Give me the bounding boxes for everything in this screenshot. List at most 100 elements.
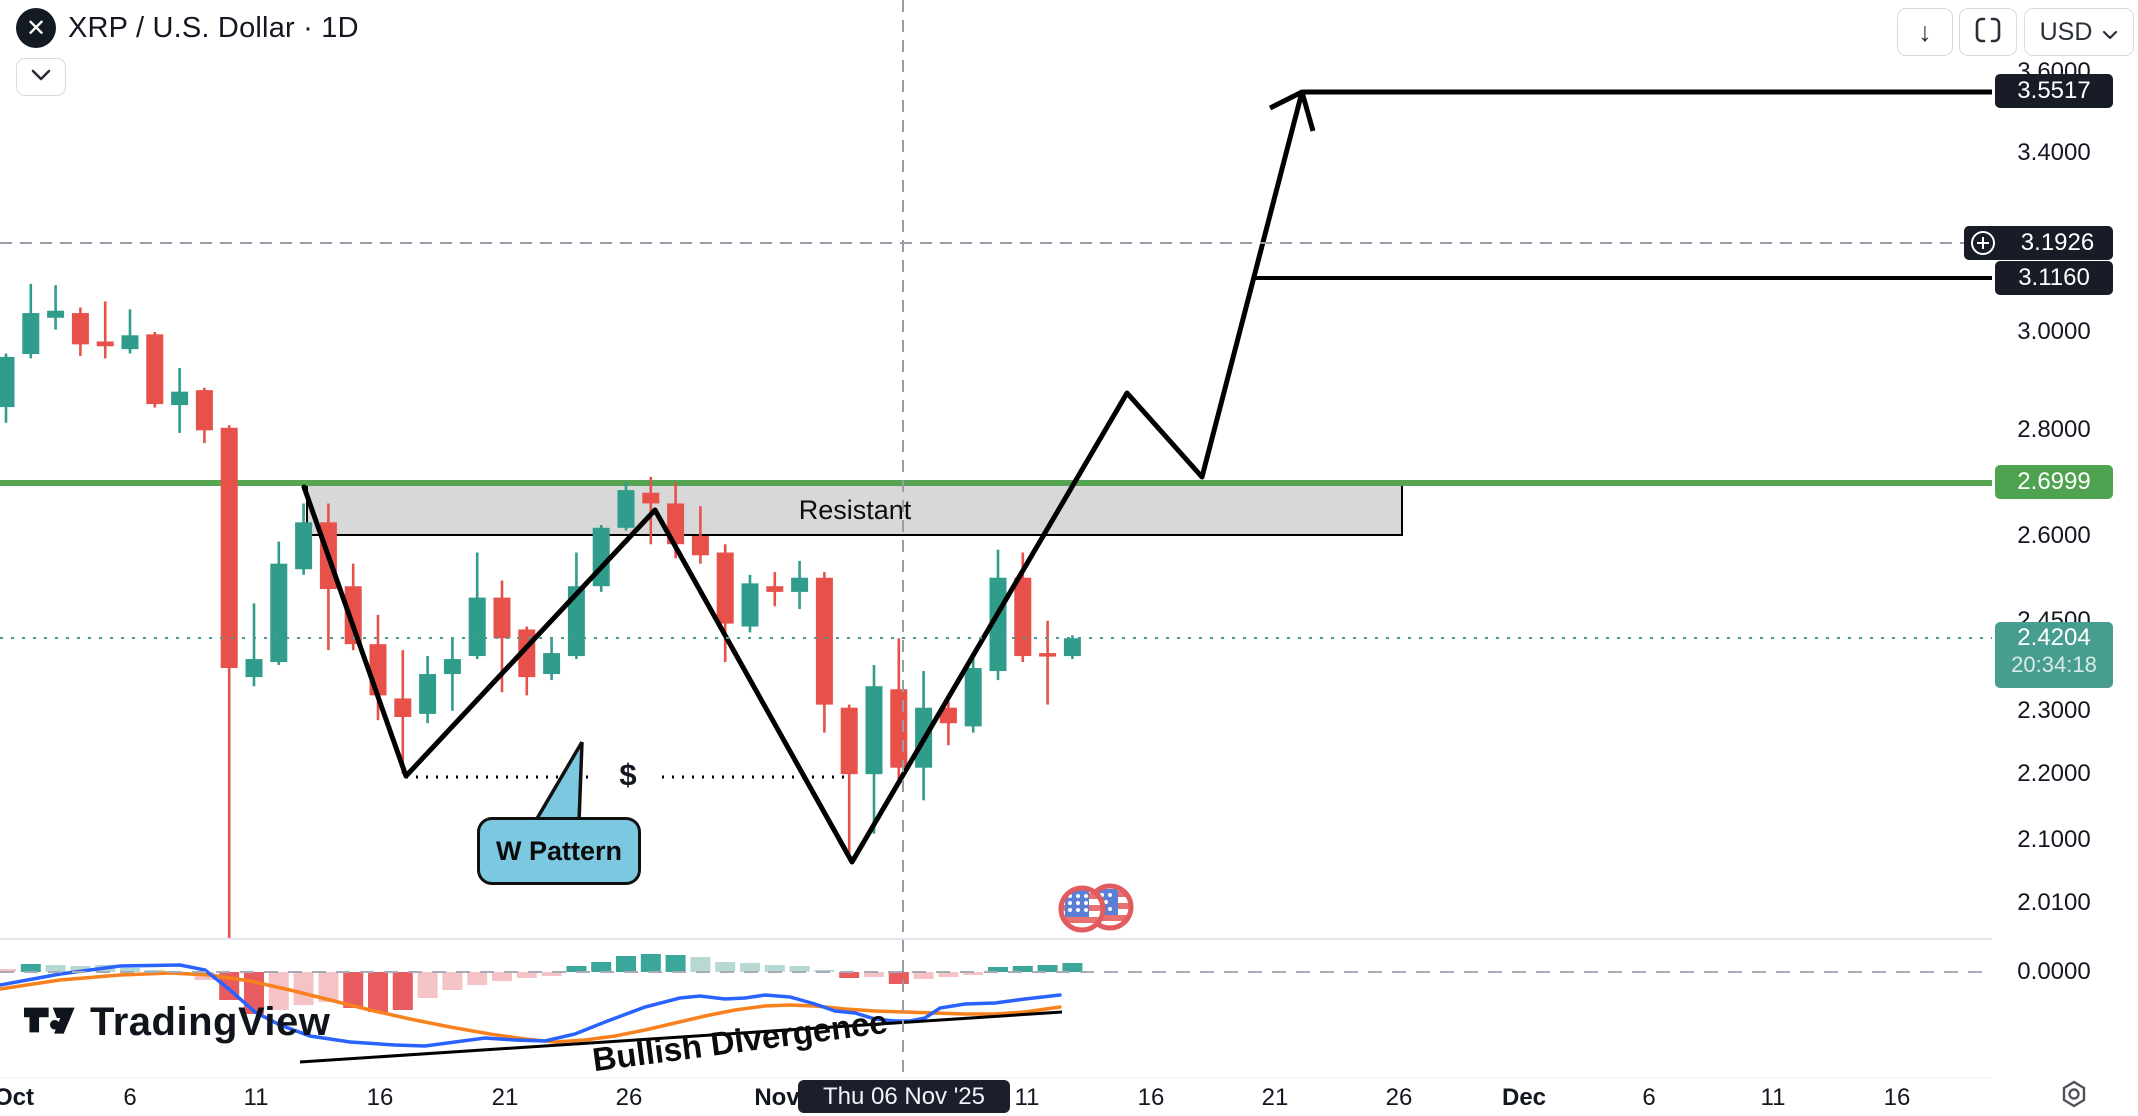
macd-histogram-bar [0,969,16,972]
macd-histogram-bar [293,972,314,1005]
candle-body [0,356,15,408]
crosshair-date-badge: Thu 06 Nov '25 [798,1080,1010,1113]
macd-histogram-bar [690,957,711,972]
candle-body [543,653,561,675]
arrow-down-icon: ↓ [1918,16,1932,47]
symbol-title: XRP / U.S. Dollar · 1D [68,11,359,44]
candle-body [642,492,660,504]
candle-body [96,341,114,347]
candle-body [493,597,511,639]
candle-body [890,689,908,768]
callout-tail [533,741,584,823]
symbol-header: ✕ XRP / U.S. Dollar · 1D [16,8,359,48]
macd-histogram-bar [591,962,612,972]
candle-body [146,334,164,405]
time-axis-settings-button[interactable] [2052,1080,2096,1112]
price-axis-label: 2.6000 [2017,521,2091,549]
resistance-zone-label[interactable]: Resistant [798,495,912,525]
macd-histogram-bar [740,963,760,972]
chevron-down-icon [30,68,52,87]
macd-histogram-bar [70,966,91,972]
candle-body [344,586,362,645]
reset-view-button[interactable] [1959,8,2017,56]
candle-body [443,659,461,675]
macd-histogram-bar [268,972,289,1010]
w-pattern-line [301,89,1305,865]
tradingview-watermark: TradingView [24,996,330,1049]
chevron-down-icon [2102,18,2118,47]
dollar-annotation[interactable]: $ [619,757,637,792]
candle-body [394,698,412,718]
candle-body [691,535,709,556]
price-level-badge: 3.1160 [1995,260,2113,295]
resistance-zone [306,484,1403,536]
time-axis-label: 11 [1014,1084,1040,1111]
price-axis-label: 2.2000 [2017,760,2091,788]
macd-histogram-bar [1037,965,1058,972]
divergence-trendline [299,1010,1063,1064]
time-axis-label: 6 [123,1084,137,1111]
macd-histogram-bar [492,972,512,981]
macd-histogram-bar [516,972,537,978]
time-axis-label: Dec [1501,1084,1547,1111]
price-level-badge: 3.5517 [1995,74,2113,109]
macd-histogram-bar [665,955,686,972]
macd-histogram-bar [839,972,860,978]
w-pattern-callout[interactable]: W Pattern [477,817,641,885]
last-price-badge: 2.4204 20:34:18 [1995,622,2113,689]
candle-body [71,313,89,345]
collapse-legend-button[interactable] [16,58,66,96]
download-button[interactable]: ↓ [1897,8,1953,56]
macd-histogram-bar [442,972,463,990]
candle-body [840,707,858,775]
candle-body [245,659,263,678]
time-axis-label: 16 [1137,1084,1165,1111]
time-axis-label: 26 [1385,1084,1413,1111]
currency-dropdown[interactable]: USD [2024,8,2134,56]
time-axis-label: 16 [366,1084,394,1111]
macd-histogram-bar [45,965,66,972]
price-axis-label: 2.1000 [2017,826,2091,854]
candle-body [22,313,40,354]
macd-histogram-bar [864,972,884,977]
candle-body [716,552,734,624]
frame-loop-icon [1973,15,2003,50]
macd-histogram-bar [789,966,810,972]
candle-body [220,427,238,669]
candle-body [766,586,784,592]
tradingview-wordmark: TradingView [90,1000,331,1044]
us-economic-event-flags-icon[interactable] [1053,880,1145,940]
macd-histogram-bar [1012,966,1033,972]
macd-histogram-bar [343,972,364,1008]
candle-body [617,490,635,528]
candle-body [195,390,213,431]
macd-histogram-bar [417,972,438,998]
candle-body [419,674,437,714]
time-axis-label: 11 [1760,1084,1786,1111]
macd-histogram-bar [938,972,959,977]
macd-histogram-bar [467,972,488,985]
macd-histogram-bar [616,956,636,972]
macd-histogram-bar [764,965,785,972]
macd-histogram-bar [541,972,562,976]
macd-histogram-bar [913,972,934,979]
time-axis-label: 21 [1261,1084,1289,1111]
candle-body [171,391,189,406]
candle-body [667,503,685,545]
time-axis-label: 6 [1642,1084,1656,1111]
candle-body [939,707,957,724]
drawings-under-layer[interactable] [0,480,1997,536]
candle-body [47,310,65,318]
macd-histogram-bar [20,964,41,972]
candle-body [791,577,809,592]
price-level-badge: 2.6999 [1995,465,2113,500]
tradingview-logo-icon [24,996,76,1049]
macd-histogram-bar [988,967,1008,972]
add-alert-plus-icon[interactable] [1964,230,2002,256]
time-axis[interactable]: Oct 6 11 16 21 26 Nov 11 16 21 26 Dec 6 11 16 Thu 06 N… [0,1078,2138,1116]
candle-body [270,563,288,663]
price-axis[interactable] [1992,0,2138,1078]
arrow-barb-right [1299,91,1316,132]
xrp-logo-icon: ✕ [16,8,56,48]
